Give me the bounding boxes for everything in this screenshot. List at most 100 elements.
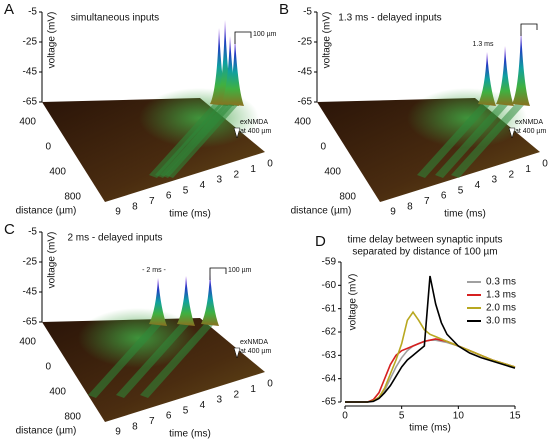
y-tick-label: -45: [23, 287, 38, 298]
x-tick-label: 4: [475, 180, 481, 191]
peak: [149, 278, 167, 326]
series-line: [345, 310, 516, 403]
x-axis-label: time (ms): [169, 429, 211, 440]
panel-letter: D: [315, 233, 326, 250]
ridge: [165, 102, 239, 178]
z-axis-label: distance (µm): [16, 426, 77, 437]
x-tick-label: 15: [509, 411, 521, 422]
x-tick-label: 4: [200, 400, 206, 411]
x-tick-label: 0: [342, 411, 348, 422]
x-tick-label: 5: [183, 405, 189, 416]
z-tick-label: 400: [19, 117, 36, 128]
x-tick-label: 10: [453, 411, 465, 422]
delay-label: 1.3 ms: [472, 41, 494, 48]
z-tick-label: 400: [49, 387, 66, 398]
y-tick-label: -45: [298, 67, 313, 78]
annotation: exNMDA: [240, 119, 268, 126]
x-axis-label: time (ms): [169, 209, 211, 220]
panel-title: 2 ms - delayed inputs: [67, 233, 162, 244]
y-tick-label: -65: [322, 397, 337, 408]
x-tick-label: 1: [525, 164, 531, 175]
ridge: [140, 322, 214, 398]
x-tick-label: 2: [508, 169, 514, 180]
y-tick-label: -5: [28, 227, 37, 238]
peak: [226, 38, 244, 106]
y-axis-label: voltage (mV): [322, 12, 333, 69]
y-tick-label: -60: [322, 280, 337, 291]
panel-letter: C: [4, 221, 15, 238]
annotation: at 400 µm: [240, 128, 271, 135]
x-tick-label: 2: [233, 389, 239, 400]
y-tick-label: -62: [322, 327, 337, 338]
x-tick-label: 0: [267, 159, 273, 170]
annotation-arrow: [233, 127, 241, 139]
delay-label: - 2 ms -: [142, 267, 166, 274]
x-axis-label: time (ms): [409, 423, 451, 434]
x-tick-label: 7: [424, 196, 430, 207]
y-tick-label: -63: [322, 350, 337, 361]
chart-title: separated by distance of 100 µm: [352, 247, 497, 258]
y-tick-label: -64: [322, 373, 337, 384]
z-tick-label: 0: [320, 142, 326, 153]
y-axis-label: voltage (mV): [348, 274, 359, 331]
annotation-arrow: [508, 127, 516, 139]
panel-title: simultaneous inputs: [71, 13, 159, 24]
series-line: [345, 275, 516, 403]
panel: C 2 ms - delayed inputs -5 -25 -45 -65 voltage…: [4, 221, 273, 440]
peak: [177, 276, 195, 326]
y-axis-label: voltage (mV): [47, 12, 58, 69]
annotation: exNMDA: [240, 339, 268, 346]
y-tick-label: -5: [28, 7, 37, 18]
y-tick-label: -25: [23, 37, 38, 48]
series-line: [345, 338, 516, 403]
panel-title: 1.3 ms - delayed inputs: [338, 13, 441, 24]
y-tick-label: -25: [23, 257, 38, 268]
ridge: [88, 322, 162, 398]
x-tick-label: 5: [458, 185, 464, 196]
z-tick-label: 0: [45, 142, 51, 153]
x-tick-label: 6: [166, 411, 172, 422]
y-tick-label: -25: [298, 37, 313, 48]
series-line: [345, 339, 516, 403]
z-tick-label: 400: [19, 337, 36, 348]
x-tick-label: 8: [132, 201, 138, 212]
z-tick-label: 800: [339, 192, 356, 203]
panel-letter: B: [279, 1, 289, 18]
annotation: at 400 µm: [515, 128, 546, 135]
annotation: at 400 µm: [240, 348, 271, 355]
surface-glow: [78, 308, 198, 368]
y-tick-label: -5: [303, 7, 312, 18]
x-tick-label: 1: [250, 164, 256, 175]
legend-label: 2.0 ms: [486, 303, 516, 314]
panel-letter: A: [4, 1, 14, 18]
y-tick-label: -65: [23, 317, 38, 328]
scale-label: 100 µm: [253, 31, 277, 38]
y-axis-label: voltage (mV): [47, 232, 58, 289]
x-tick-label: 7: [149, 416, 155, 427]
y-tick-label: -65: [298, 97, 313, 108]
x-tick-label: 6: [441, 191, 447, 202]
x-tick-label: 9: [115, 207, 121, 218]
peak: [512, 30, 530, 106]
ridge: [435, 102, 509, 178]
x-tick-label: 3: [217, 395, 223, 406]
legend-label: 0.3 ms: [486, 277, 516, 288]
z-tick-label: 400: [294, 117, 311, 128]
x-tick-label: 3: [217, 175, 223, 186]
z-tick-label: 400: [49, 167, 66, 178]
peak: [201, 274, 219, 326]
y-tick-label: -61: [322, 303, 337, 314]
x-tick-label: 5: [183, 185, 189, 196]
y-tick-label: -65: [23, 97, 38, 108]
z-axis-label: distance (µm): [16, 206, 77, 217]
x-tick-label: 8: [407, 201, 413, 212]
peak: [478, 52, 496, 106]
x-axis-label: time (ms): [444, 209, 486, 220]
annotation-arrow: [233, 347, 241, 359]
z-axis-label: distance (µm): [291, 206, 352, 217]
legend-label: 1.3 ms: [486, 290, 516, 301]
scale-label: 100 µm: [228, 267, 252, 274]
legend-label: 3.0 ms: [486, 316, 516, 327]
